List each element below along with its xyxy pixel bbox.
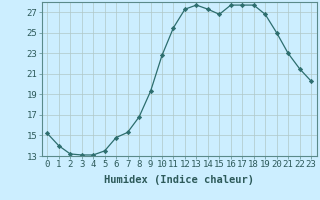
X-axis label: Humidex (Indice chaleur): Humidex (Indice chaleur): [104, 175, 254, 185]
